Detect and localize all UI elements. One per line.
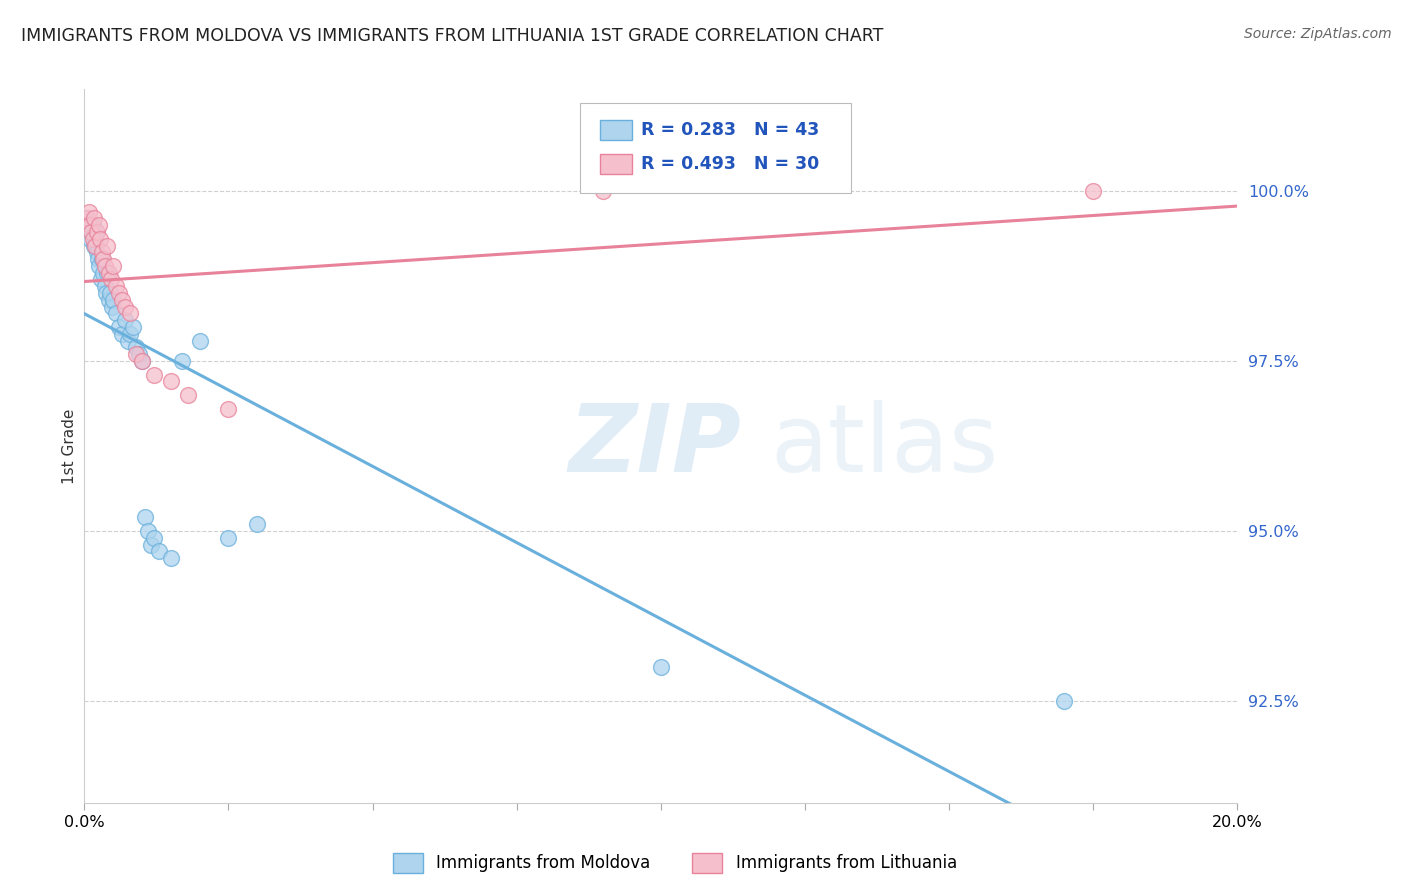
Point <box>87 218 110 232</box>
Point <box>90 245 112 260</box>
Point <box>103 259 124 273</box>
Point <box>84 232 107 246</box>
Point <box>89 232 111 246</box>
Point <box>592 184 614 198</box>
Point <box>91 266 114 280</box>
Point <box>246 517 269 532</box>
Point <box>111 326 134 341</box>
Point <box>83 238 105 252</box>
Point <box>142 531 165 545</box>
Point <box>82 232 104 246</box>
Point <box>89 259 111 273</box>
Point <box>117 334 139 348</box>
Point <box>108 286 131 301</box>
Point <box>101 300 124 314</box>
Point <box>80 225 103 239</box>
Point <box>160 375 183 389</box>
Point <box>120 306 142 320</box>
Point <box>111 293 134 307</box>
Point <box>76 211 98 226</box>
FancyBboxPatch shape <box>600 154 633 174</box>
Legend: Immigrants from Moldova, Immigrants from Lithuania: Immigrants from Moldova, Immigrants from… <box>387 847 963 880</box>
Text: IMMIGRANTS FROM MOLDOVA VS IMMIGRANTS FROM LITHUANIA 1ST GRADE CORRELATION CHART: IMMIGRANTS FROM MOLDOVA VS IMMIGRANTS FR… <box>21 27 883 45</box>
Point <box>83 211 105 226</box>
Point <box>114 313 136 327</box>
Point <box>96 238 118 252</box>
Point <box>131 354 153 368</box>
Point <box>82 218 104 232</box>
Text: Source: ZipAtlas.com: Source: ZipAtlas.com <box>1244 27 1392 41</box>
Point <box>79 232 101 246</box>
Point <box>77 204 100 219</box>
FancyBboxPatch shape <box>581 103 851 193</box>
Point <box>96 266 118 280</box>
Point <box>86 245 108 260</box>
Point <box>105 279 128 293</box>
Point <box>188 334 211 348</box>
Point <box>93 252 115 266</box>
Point <box>139 537 162 551</box>
Point <box>100 272 122 286</box>
Point <box>172 354 194 368</box>
Point <box>86 225 108 239</box>
Point <box>160 551 183 566</box>
Point <box>94 259 117 273</box>
Point <box>93 279 115 293</box>
Point <box>148 544 170 558</box>
Point <box>84 225 107 239</box>
Point <box>128 347 150 361</box>
Point <box>98 266 121 280</box>
Point <box>87 252 110 266</box>
Point <box>650 660 672 674</box>
Point <box>114 300 136 314</box>
Point <box>105 306 128 320</box>
Point <box>131 354 153 368</box>
FancyBboxPatch shape <box>600 120 633 140</box>
Text: ZIP: ZIP <box>568 400 741 492</box>
Point <box>177 388 200 402</box>
Text: atlas: atlas <box>770 400 998 492</box>
Point <box>125 347 148 361</box>
Point <box>94 286 117 301</box>
Point <box>103 293 124 307</box>
Point <box>218 401 240 416</box>
Point <box>122 320 145 334</box>
Point <box>89 272 111 286</box>
Point <box>77 218 100 232</box>
Point <box>76 211 98 226</box>
Y-axis label: 1st Grade: 1st Grade <box>62 409 77 483</box>
Text: R = 0.493   N = 30: R = 0.493 N = 30 <box>641 155 820 173</box>
Point <box>134 510 156 524</box>
Point <box>79 218 101 232</box>
Point <box>120 326 142 341</box>
Point <box>90 252 112 266</box>
Point <box>142 368 165 382</box>
Point <box>1083 184 1105 198</box>
Point <box>125 341 148 355</box>
Point <box>108 320 131 334</box>
Text: R = 0.283   N = 43: R = 0.283 N = 43 <box>641 121 820 139</box>
Point <box>97 293 120 307</box>
Point <box>1053 694 1076 708</box>
Point <box>136 524 159 538</box>
Point <box>218 531 240 545</box>
Point <box>80 225 103 239</box>
Point <box>98 286 121 301</box>
Point <box>84 238 107 252</box>
